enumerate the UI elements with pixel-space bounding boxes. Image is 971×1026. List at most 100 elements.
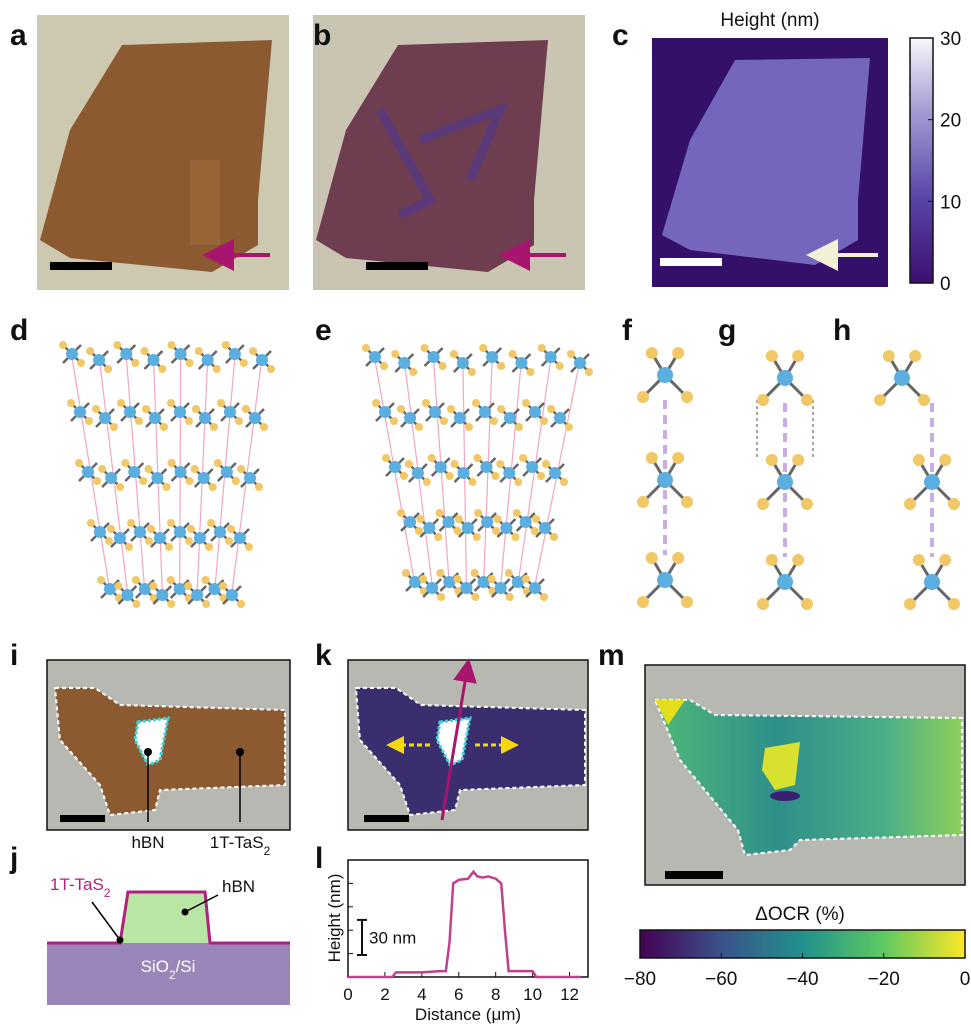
atom-s bbox=[391, 350, 399, 358]
atom-s bbox=[904, 498, 916, 510]
atom-ta bbox=[429, 406, 441, 418]
atom-s bbox=[105, 537, 113, 545]
atom-s bbox=[195, 347, 203, 355]
atom-ta bbox=[174, 583, 186, 595]
atom-s bbox=[479, 344, 487, 352]
atom-s bbox=[202, 600, 210, 608]
atom-s bbox=[59, 341, 67, 349]
atom-s bbox=[160, 423, 168, 431]
atom-ta bbox=[202, 354, 214, 366]
atom-s bbox=[468, 368, 476, 376]
atom-ta bbox=[549, 467, 561, 479]
colorbar-tick-label: 30 bbox=[940, 29, 961, 50]
atom-s bbox=[792, 350, 804, 362]
atom-s bbox=[439, 362, 447, 370]
rect-shape bbox=[910, 38, 933, 283]
atom-ta bbox=[369, 351, 381, 363]
atom-ta bbox=[460, 582, 472, 594]
rect-shape bbox=[660, 258, 722, 266]
atom-s bbox=[92, 405, 100, 413]
atom-ta bbox=[174, 526, 186, 538]
atom-ta bbox=[529, 406, 541, 418]
atom-s bbox=[757, 394, 769, 406]
atom-s bbox=[75, 459, 83, 467]
panel-label: d bbox=[10, 314, 28, 347]
atom-s bbox=[419, 575, 427, 583]
atom-s bbox=[471, 569, 479, 577]
atom-s bbox=[488, 575, 496, 583]
atom-s bbox=[883, 350, 895, 362]
rect-shape bbox=[366, 262, 428, 270]
atom-ta bbox=[479, 406, 491, 418]
x-tick-label: 6 bbox=[454, 985, 463, 1004]
annotation: 1T-TaS2 bbox=[50, 875, 111, 900]
atom-s bbox=[267, 365, 275, 373]
atom-ta bbox=[147, 354, 159, 366]
atom-s bbox=[646, 347, 658, 359]
atom-ta bbox=[423, 522, 435, 534]
atom-s bbox=[874, 394, 886, 406]
ellipse-shape bbox=[770, 791, 800, 801]
panel-label: m bbox=[598, 639, 625, 672]
atom-ta bbox=[458, 467, 470, 479]
atom-s bbox=[681, 596, 693, 608]
atom-ta bbox=[777, 370, 793, 386]
atom-ta bbox=[120, 348, 132, 360]
atom-s bbox=[434, 533, 442, 541]
atom-ta bbox=[398, 357, 410, 369]
atom-ta bbox=[199, 412, 211, 424]
atom-s bbox=[766, 554, 778, 566]
atom-ta bbox=[574, 357, 586, 369]
atom-s bbox=[167, 519, 175, 527]
atom-ta bbox=[504, 412, 516, 424]
atom-s bbox=[209, 483, 217, 491]
atom-ta bbox=[379, 406, 391, 418]
atom-ta bbox=[221, 466, 233, 478]
atom-s bbox=[132, 576, 140, 584]
rect-shape bbox=[60, 815, 105, 822]
atom-s bbox=[506, 593, 514, 601]
circle-shape bbox=[117, 937, 124, 944]
colorbar-title: ΔOCR (%) bbox=[755, 904, 845, 925]
atom-s bbox=[532, 515, 540, 523]
atom-s bbox=[801, 498, 813, 510]
atom-s bbox=[362, 344, 370, 352]
atom-ta bbox=[156, 589, 168, 601]
atom-s bbox=[121, 459, 129, 467]
atom-s bbox=[422, 399, 430, 407]
atom-s bbox=[145, 537, 153, 545]
atom-s bbox=[436, 509, 444, 517]
atom-ta bbox=[82, 466, 94, 478]
atom-s bbox=[490, 417, 498, 425]
atom-s bbox=[93, 477, 101, 485]
x-tick-label: 4 bbox=[417, 985, 426, 1004]
atom-s bbox=[402, 569, 410, 577]
atom-s bbox=[415, 423, 423, 431]
atom-s bbox=[140, 347, 148, 355]
atom-ta bbox=[194, 532, 206, 544]
atom-s bbox=[168, 459, 176, 467]
atom-s bbox=[104, 365, 112, 373]
panel-label: j bbox=[9, 842, 18, 875]
atom-ta bbox=[412, 467, 424, 479]
figure: abcdefghijklmHeight (nm)0102030ΔOCR (%)−… bbox=[0, 0, 971, 1026]
atom-ta bbox=[226, 589, 238, 601]
atom-ta bbox=[229, 348, 241, 360]
atom-s bbox=[453, 575, 461, 583]
panel-label: l bbox=[315, 842, 323, 875]
colorbar-tick-label: 0 bbox=[940, 274, 951, 295]
atom-s bbox=[187, 525, 195, 533]
atom-s bbox=[423, 478, 431, 486]
atom-s bbox=[497, 405, 505, 413]
atom-s bbox=[428, 454, 436, 462]
scale-bar-label: 30 nm bbox=[369, 928, 416, 947]
atom-s bbox=[127, 519, 135, 527]
atom-s bbox=[672, 552, 684, 564]
atom-s bbox=[380, 362, 388, 370]
atom-ta bbox=[443, 516, 455, 528]
atom-s bbox=[227, 525, 235, 533]
atom-s bbox=[511, 533, 519, 541]
atom-s bbox=[567, 350, 575, 358]
crystal-structures bbox=[59, 341, 960, 610]
atom-ta bbox=[481, 516, 493, 528]
